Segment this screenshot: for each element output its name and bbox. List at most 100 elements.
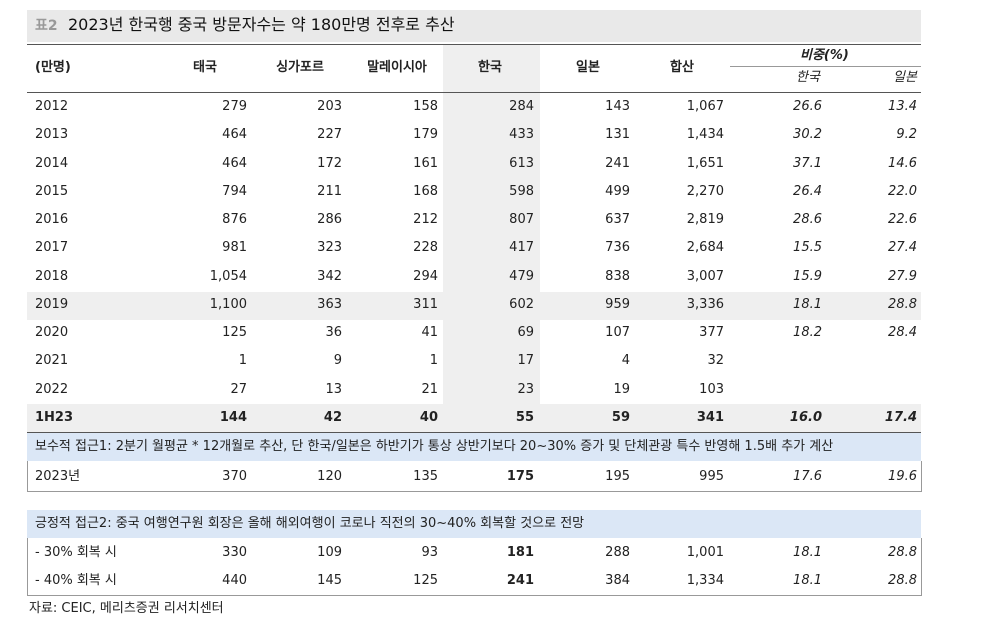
unit: (만명) [35,60,71,75]
cell-value: 40 [419,409,438,425]
cell-value: 736 [605,240,630,256]
cell-value: 279 [222,99,247,114]
row-label: 2012 [35,99,69,114]
cell-value: 1,334 [686,573,724,588]
cell-value: 3,336 [686,296,724,312]
cell-value: 2,270 [686,183,724,199]
note: 긍정적 접근2: 중국 여행연구원 회장은 올해 해외여행이 코로나 직전의 3… [35,516,585,531]
cell-value: 41 [421,325,438,341]
cell-value: 228 [413,240,438,256]
cell-value: 175 [506,469,534,484]
cell-value: 284 [509,99,534,114]
cell-value: 417 [509,240,534,256]
row-label: 2017 [35,240,69,256]
row-shade [27,292,921,320]
cell-value: 145 [317,573,342,588]
note-band [27,433,921,461]
cell-value: 613 [509,155,534,171]
cell-value: 125 [413,573,438,588]
cell-value: 1 [429,353,438,369]
row-label: - 30% 회복 시 [35,545,117,560]
cell-value: 15.9 [793,268,822,284]
cell-value: 158 [413,99,438,114]
cell-value: 1,100 [209,296,247,312]
cell-value: 28.8 [888,573,917,588]
cell-value: 311 [413,296,438,312]
rule [27,44,921,45]
cell-value: 959 [605,296,630,312]
cell-value: 19 [613,381,630,397]
share-column-header: 일본 [893,70,917,85]
row-label: 2023년 [35,469,81,484]
cell-value: 195 [605,469,630,484]
cell-value: 27.9 [888,268,917,284]
cell-value: 384 [605,573,630,588]
cell-value: 27 [230,381,247,397]
cell-value: 28.4 [888,325,917,341]
cell-value: 125 [222,325,247,341]
source: 자료: CEIC, 메리츠증권 리서치센터 [29,601,224,616]
cell-value: 1 [238,353,247,369]
cell-value: 27.4 [888,240,917,256]
cell-value: 28.8 [888,296,917,312]
row-label: 2014 [35,155,69,171]
cell-value: 286 [317,212,342,228]
cell-value: 17.4 [884,409,917,425]
cell-value: 341 [696,409,724,425]
title: 2023년 한국행 중국 방문자수는 약 180만명 전후로 추산 [68,15,455,34]
cell-value: 42 [323,409,342,425]
cell-value: 131 [605,127,630,143]
cell-value: 120 [317,469,342,484]
row-box [27,538,922,596]
cell-value: 2,819 [686,212,724,228]
cell-value: 161 [413,155,438,171]
cell-value: 22.0 [888,183,917,199]
row-label: 2019 [35,296,69,312]
cell-value: 4 [621,353,630,369]
cell-value: 464 [222,155,247,171]
column-header: 합산 [670,60,694,75]
row-label: 2022 [35,381,69,397]
cell-value: 179 [413,127,438,143]
cell-value: 479 [509,268,534,284]
cell-value: 637 [605,212,630,228]
cell-value: 212 [413,212,438,228]
cell-value: 13.4 [888,99,917,114]
cell-value: 499 [605,183,630,199]
cell-value: 18.1 [793,573,822,588]
note: 보수적 접근1: 2분기 월평균 * 12개월로 추산, 단 한국/일본은 하반… [35,439,834,454]
korea-column-shade [443,45,540,432]
cell-value: 26.6 [793,99,822,114]
cell-value: 227 [317,127,342,143]
cell-value: 32 [707,353,724,369]
row-label: 2013 [35,127,69,143]
cell-value: 330 [222,545,247,560]
cell-value: 241 [506,573,534,588]
cell-value: 1,434 [686,127,724,143]
cell-value: 93 [421,545,438,560]
cell-value: 13 [325,381,342,397]
cell-value: 17.6 [793,469,822,484]
cell-value: 181 [506,545,534,560]
column-header: 말레이시아 [367,60,427,75]
row-label: 2016 [35,212,69,228]
cell-value: 19.6 [888,469,917,484]
row-shade [27,404,921,432]
cell-value: 9.2 [896,127,917,143]
cell-value: 203 [317,99,342,114]
cell-value: 21 [421,381,438,397]
cell-value: 377 [699,325,724,341]
row-label: 2015 [35,183,69,199]
cell-value: 143 [605,99,630,114]
cell-value: 18.1 [793,545,822,560]
column-header: 일본 [576,60,600,75]
cell-value: 2,684 [686,240,724,256]
cell-value: 69 [517,325,534,341]
share-header: 비중(%) [800,48,849,63]
cell-value: 16.0 [789,409,822,425]
title-label: 표2 [35,18,58,34]
note-band [27,510,921,538]
cell-value: 370 [222,469,247,484]
row-label: - 40% 회복 시 [35,573,117,588]
